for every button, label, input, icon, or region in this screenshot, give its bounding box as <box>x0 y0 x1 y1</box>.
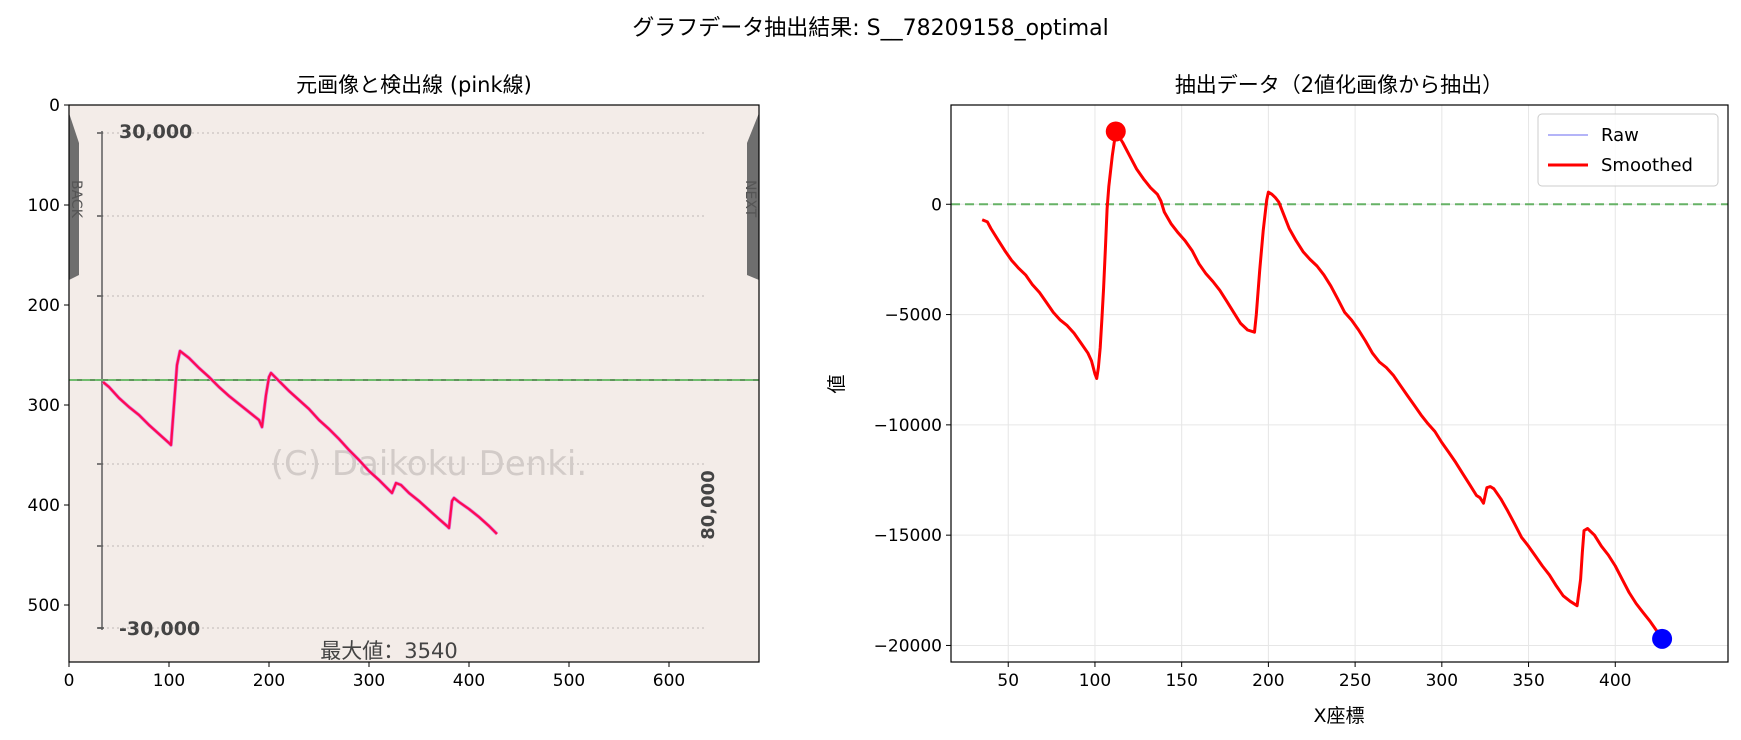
left-x-axis: 0 100 200 300 400 500 600 <box>64 662 685 691</box>
next-label: NEXT <box>742 180 758 218</box>
image-right-label: 80,000 <box>698 470 719 539</box>
legend-label-smoothed: Smoothed <box>1601 155 1693 176</box>
left-axes-frame <box>68 104 760 663</box>
detected-line <box>102 349 498 535</box>
image-background <box>69 105 759 662</box>
x-tick-label: 0 <box>64 671 75 691</box>
right-line-chart: 抽出データ（2値化画像から抽出） 50 100 150 200 250 300 350 400… <box>826 73 1729 727</box>
x-tick-label: 200 <box>1252 671 1284 691</box>
next-arrow-tab <box>747 113 759 280</box>
y-tick-label: −20000 <box>874 636 942 656</box>
right-axes-frame <box>950 104 1729 663</box>
right-x-axis: 50 100 150 200 250 300 350 400 <box>997 662 1631 691</box>
x-tick-label: 300 <box>353 671 385 691</box>
end-marker <box>1652 628 1673 649</box>
y-tick-label: 100 <box>28 196 60 216</box>
back-arrow-tab <box>69 113 79 280</box>
x-tick-label: 600 <box>653 671 685 691</box>
image-max-value-label: 最大値：3540 <box>320 639 457 663</box>
x-tick-label: 300 <box>1426 671 1458 691</box>
x-tick-label: 500 <box>553 671 585 691</box>
image-top-label: 30,000 <box>119 121 192 143</box>
right-panel-title: 抽出データ（2値化画像から抽出） <box>1175 73 1503 97</box>
right-y-axis: 0 −5000 −10000 −15000 −20000 <box>874 195 951 656</box>
y-tick-label: 0 <box>931 195 942 215</box>
right-x-axis-label: X座標 <box>1313 705 1364 727</box>
left-panel-title: 元画像と検出線 (pink線) <box>296 73 532 97</box>
legend-box <box>1537 113 1719 187</box>
back-label: BACK <box>68 180 84 219</box>
y-tick-label: 300 <box>28 396 60 416</box>
x-tick-label: 100 <box>153 671 185 691</box>
y-tick-label: 0 <box>49 96 60 116</box>
y-tick-label: 500 <box>28 596 60 616</box>
x-tick-label: 50 <box>997 671 1019 691</box>
y-tick-label: 400 <box>28 496 60 516</box>
x-tick-label: 200 <box>253 671 285 691</box>
right-plot-area <box>951 121 1728 649</box>
series-line-raw <box>981 130 1663 640</box>
x-tick-label: 100 <box>1079 671 1111 691</box>
legend-label-raw: Raw <box>1601 125 1639 146</box>
x-tick-label: 150 <box>1165 671 1197 691</box>
x-tick-label: 350 <box>1512 671 1544 691</box>
right-gridlines <box>951 105 1728 662</box>
x-tick-label: 400 <box>1599 671 1631 691</box>
x-tick-label: 400 <box>453 671 485 691</box>
right-y-axis-label: 値 <box>826 374 848 393</box>
image-bottom-label: -30,000 <box>119 618 200 640</box>
series-line-smoothed <box>981 130 1664 640</box>
left-y-axis: 0 100 200 300 400 500 <box>28 96 69 616</box>
figure-suptitle: グラフデータ抽出結果: S__78209158_optimal <box>632 16 1109 41</box>
left-image-panel: 元画像と検出線 (pink線) BACK NEXT 30,000 -30,000 80,… <box>28 73 760 691</box>
embedded-graph-image: BACK NEXT 30,000 -30,000 80,000 (C) Daikoku D… <box>68 105 759 663</box>
x-tick-label: 250 <box>1339 671 1371 691</box>
legend: Raw Smoothed <box>1537 113 1719 187</box>
max-marker <box>1105 121 1126 142</box>
y-tick-label: 200 <box>28 296 60 316</box>
image-watermark: (C) Daikoku Denki. <box>271 444 587 484</box>
y-tick-label: −15000 <box>874 526 942 546</box>
y-tick-label: −5000 <box>884 306 942 326</box>
y-tick-label: −10000 <box>874 416 942 436</box>
